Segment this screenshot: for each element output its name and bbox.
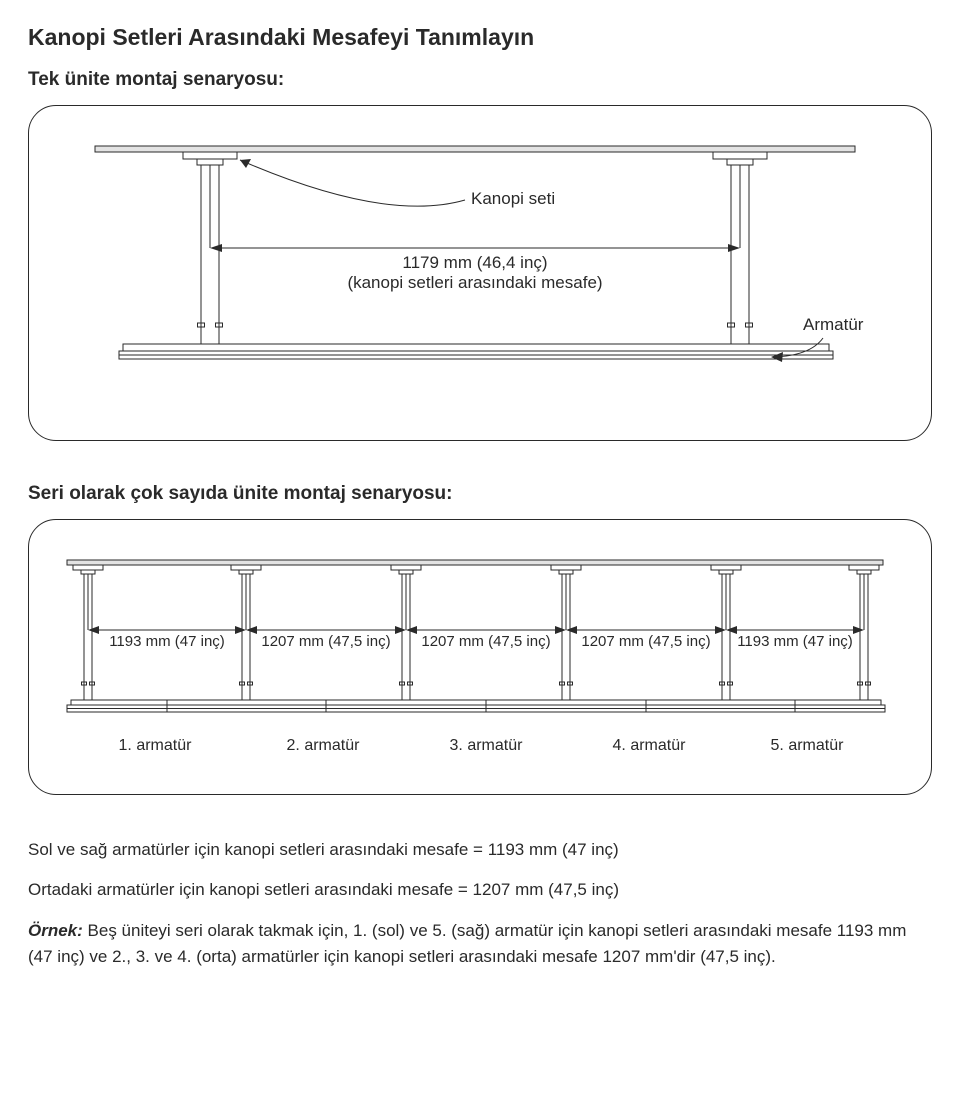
note-example: Örnek: Beş üniteyi seri olarak takmak iç… bbox=[28, 918, 932, 971]
single-diagram-frame: Kanopi seti 1179 mm (46,4 inç) (kanopi s… bbox=[28, 105, 932, 441]
single-dist-desc: (kanopi setleri arasındaki mesafe) bbox=[347, 273, 602, 292]
dim-row bbox=[88, 574, 864, 634]
note-line-1: Sol ve sağ armatürler için kanopi setler… bbox=[28, 837, 932, 863]
canopy-label: Kanopi seti bbox=[471, 189, 555, 208]
fixture-label-4: 5. armatür bbox=[771, 737, 845, 754]
page-title: Kanopi Setleri Arasındaki Mesafeyi Tanım… bbox=[28, 24, 932, 51]
example-text: Beş üniteyi seri olarak takmak için, 1. … bbox=[28, 921, 906, 966]
multi-diagram-frame: 1193 mm (47 inç) 1207 mm (47,5 inç) 1207… bbox=[28, 519, 932, 795]
notes-block: Sol ve sağ armatürler için kanopi setler… bbox=[28, 837, 932, 970]
seg-label-2: 1207 mm (47,5 inç) bbox=[421, 633, 550, 650]
fixture-label-1: 2. armatür bbox=[287, 737, 361, 754]
single-dist-value: 1179 mm (46,4 inç) bbox=[402, 253, 547, 272]
single-heading: Tek ünite montaj senaryosu: bbox=[28, 69, 932, 91]
fixture-label-3: 4. armatür bbox=[613, 737, 687, 754]
multi-heading: Seri olarak çok sayıda ünite montaj sena… bbox=[28, 483, 932, 505]
fixture-label-0: 1. armatür bbox=[119, 737, 193, 754]
note-line-2: Ortadaki armatürler için kanopi setleri … bbox=[28, 877, 932, 903]
single-diagram: Kanopi seti 1179 mm (46,4 inç) (kanopi s… bbox=[55, 128, 895, 418]
multi-diagram: 1193 mm (47 inç) 1207 mm (47,5 inç) 1207… bbox=[55, 542, 895, 772]
seg-label-4: 1193 mm (47 inç) bbox=[737, 633, 853, 650]
seg-label-0: 1193 mm (47 inç) bbox=[109, 633, 225, 650]
fixture-label-2: 3. armatür bbox=[450, 737, 524, 754]
example-label: Örnek: bbox=[28, 921, 83, 940]
fixture-label: Armatür bbox=[803, 315, 864, 334]
seg-label-3: 1207 mm (47,5 inç) bbox=[581, 633, 710, 650]
seg-label-1: 1207 mm (47,5 inç) bbox=[261, 633, 390, 650]
